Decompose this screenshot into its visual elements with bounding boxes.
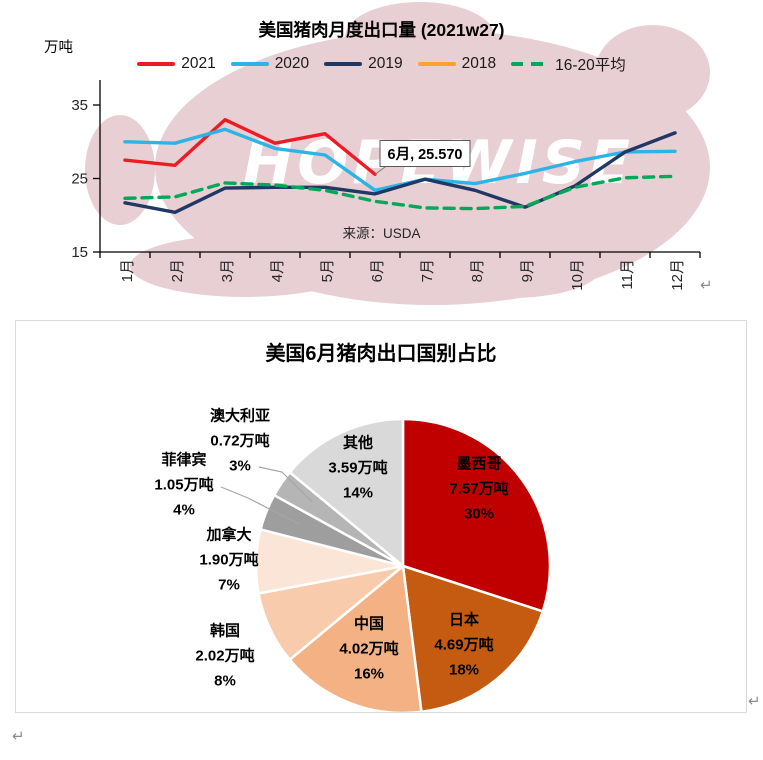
- svg-text:9月: 9月: [519, 259, 536, 282]
- paragraph-mark: ↵: [12, 727, 25, 745]
- pie-slice-label-中国: 中国 4.02万吨 16%: [339, 612, 398, 687]
- pie-chart-frame: 美国6月猪肉出口国别占比 墨西哥 7.57万吨 30% 日本 4.69万吨 18% 中国 4.…: [15, 320, 747, 713]
- watermark-blob: [420, 240, 600, 298]
- pie-label-line: 16%: [353, 665, 385, 683]
- pie-label-line: 14%: [342, 484, 374, 502]
- pie-label-line: 2.02万吨: [195, 647, 255, 665]
- pie-label-line: 3.59万吨: [328, 459, 388, 477]
- legend-item-16-20平均: 16-20平均: [511, 53, 626, 75]
- svg-text:15: 15: [71, 244, 88, 261]
- pie-label-line: 其他: [342, 434, 374, 452]
- svg-text:6月: 6月: [369, 259, 386, 282]
- pie-chart-title: 美国6月猪肉出口国别占比: [265, 343, 497, 365]
- pie-slice-label-澳大利亚: 澳大利亚 0.72万吨 3%: [210, 404, 270, 479]
- pie-chart-plot: [220, 417, 552, 712]
- svg-text:4月: 4月: [269, 259, 286, 282]
- svg-text:5月: 5月: [319, 259, 336, 282]
- pie-label-line: 0.72万吨: [210, 432, 270, 450]
- pie-label-line: 加拿大: [206, 526, 252, 544]
- source-label: 来源：USDA: [342, 226, 421, 241]
- svg-text:11月: 11月: [619, 259, 636, 290]
- line-chart-title: 美国猪肉月度出口量 (2021w27): [258, 20, 505, 40]
- pie-label-line: 中国: [353, 615, 385, 633]
- pie-label-line: 澳大利亚: [209, 407, 271, 425]
- pie-slice-label-加拿大: 加拿大 1.90万吨 7%: [199, 523, 258, 598]
- legend-label: 16-20平均: [555, 57, 626, 74]
- legend-swatch: [137, 62, 176, 66]
- svg-text:3月: 3月: [219, 259, 236, 282]
- line-chart-section: HOPEWISE 万吨 美国猪肉月度出口量 (2021w27) 20212020…: [0, 0, 763, 312]
- pie-label-line: 3%: [229, 457, 251, 475]
- pie-label-line: 日本: [448, 611, 480, 629]
- pie-slice-label-菲律宾: 菲律宾 1.05万吨 4%: [154, 448, 213, 523]
- svg-text:1月: 1月: [119, 259, 136, 282]
- legend-label: 2021: [181, 55, 216, 72]
- pie-label-line: 墨西哥: [456, 455, 502, 473]
- svg-text:6月, 25.570: 6月, 25.570: [388, 146, 463, 163]
- y-axis-unit-label: 万吨: [44, 40, 73, 56]
- pie-label-line: 7.57万吨: [449, 480, 509, 498]
- pie-label-line: 18%: [448, 661, 480, 679]
- legend-item-2019: 2019: [324, 55, 403, 73]
- pie-label-line: 韩国: [209, 622, 241, 640]
- pie-label-line: 4.69万吨: [434, 636, 494, 654]
- legend-item-2020: 2020: [230, 55, 310, 73]
- legend-label: 2020: [274, 55, 310, 72]
- pie-label-line: 7%: [218, 576, 240, 594]
- svg-text:8月: 8月: [469, 259, 486, 282]
- watermark-blob: [130, 235, 360, 297]
- pie-slice-label-日本: 日本 4.69万吨 18%: [434, 608, 493, 683]
- paragraph-mark: ↵: [700, 276, 713, 294]
- watermark-blob: [345, 2, 495, 72]
- legend-swatch: [417, 62, 456, 66]
- watermark-blob: [595, 25, 710, 120]
- pie-slice-label-其他: 其他 3.59万吨 14%: [328, 431, 387, 506]
- legend-swatch: [230, 62, 269, 66]
- pie-slice-label-墨西哥: 墨西哥 7.57万吨 30%: [449, 452, 508, 527]
- svg-text:25: 25: [71, 171, 88, 188]
- line-chart-plot: 35 25 15 1月 2月 3月 4月 5月 6月 7月 8月 9月 10月 11月 12月 6月, 25.…: [71, 80, 701, 291]
- paragraph-mark: ↵: [748, 692, 761, 710]
- svg-text:12月: 12月: [669, 259, 686, 291]
- legend-swatch: [324, 62, 363, 66]
- svg-text:10月: 10月: [569, 259, 586, 291]
- pie-label-line: 4.02万吨: [339, 640, 399, 658]
- pie-slice-label-韩国: 韩国 2.02万吨 8%: [195, 619, 254, 694]
- pie-label-line: 30%: [463, 505, 495, 523]
- legend-swatch: [511, 62, 550, 66]
- svg-text:35: 35: [71, 97, 88, 114]
- legend-label: 2018: [461, 55, 497, 72]
- svg-text:2月: 2月: [169, 259, 186, 282]
- legend-item-2018: 2018: [417, 55, 497, 73]
- pie-label-line: 1.90万吨: [199, 551, 259, 569]
- legend-item-2021: 2021: [137, 55, 216, 73]
- pie-label-line: 8%: [214, 672, 236, 690]
- pie-label-line: 1.05万吨: [154, 476, 214, 494]
- legend-label: 2019: [368, 55, 403, 72]
- line-chart-legend: 2021 2020 2019 2018 16-20平均: [0, 53, 763, 75]
- svg-text:7月: 7月: [419, 259, 436, 282]
- pie-label-line: 4%: [173, 501, 195, 519]
- pie-label-line: 菲律宾: [161, 451, 207, 469]
